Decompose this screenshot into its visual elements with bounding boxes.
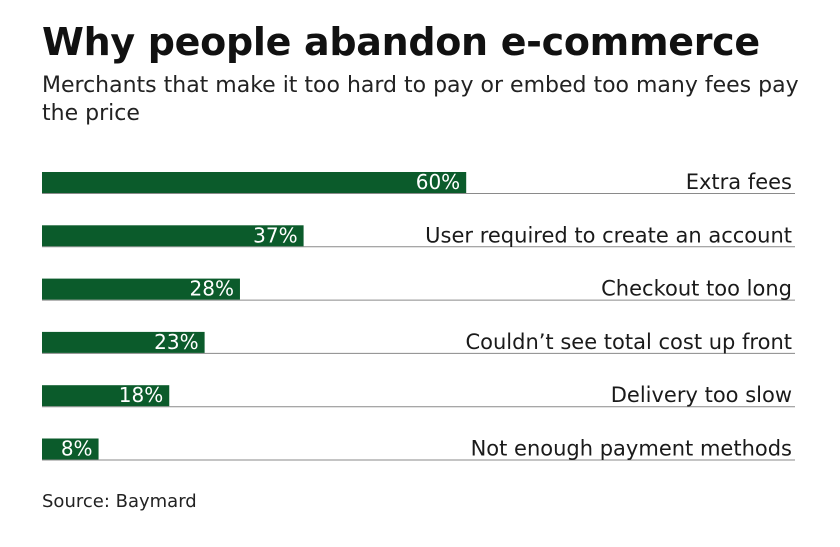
- bar-row: 60% Extra fees: [42, 170, 795, 194]
- category-label: Checkout too long: [601, 277, 792, 301]
- bar-row: 23% Couldn’t see total cost up front: [42, 330, 795, 354]
- bar-value-label: 8%: [61, 437, 93, 461]
- chart-subtitle: Merchants that make it too hard to pay o…: [42, 73, 799, 126]
- bar-row: 37% User required to create an account: [42, 223, 795, 248]
- bar-value-label: 28%: [190, 277, 234, 301]
- category-label: Delivery too slow: [611, 383, 792, 407]
- bar-value-label: 18%: [119, 383, 163, 407]
- bar: [42, 225, 304, 247]
- bar-value-label: 37%: [253, 223, 297, 247]
- category-label: Couldn’t see total cost up front: [465, 330, 792, 354]
- category-label: Not enough payment methods: [471, 437, 792, 461]
- bar: [42, 385, 170, 407]
- category-label: Extra fees: [686, 170, 792, 194]
- bar: [42, 331, 205, 353]
- bar-row: 28% Checkout too long: [42, 277, 795, 301]
- bar-value-label: 23%: [154, 330, 198, 354]
- bar: [42, 172, 467, 193]
- bar-value-label: 60%: [416, 170, 460, 194]
- source-note: Source: Baymard: [42, 491, 197, 512]
- bar: [42, 438, 99, 460]
- bar-row: 8% Not enough payment methods: [42, 437, 795, 461]
- chart-title: Why people abandon e-commerce: [42, 20, 760, 64]
- bar: [42, 278, 240, 300]
- bar-row: 18% Delivery too slow: [42, 383, 795, 408]
- category-label: User required to create an account: [425, 223, 792, 247]
